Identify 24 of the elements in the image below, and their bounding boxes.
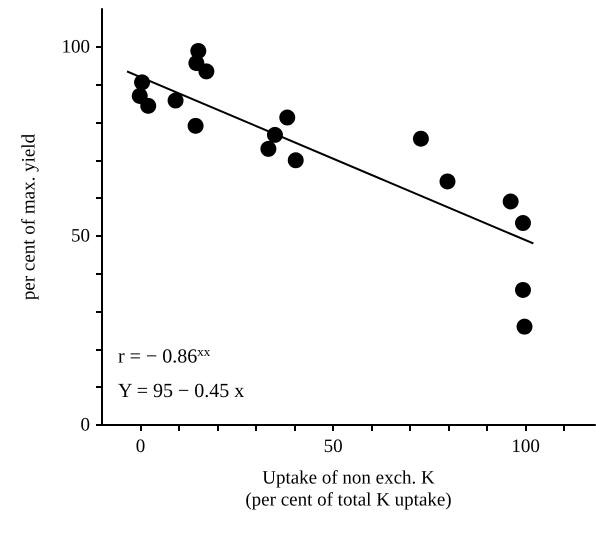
point xyxy=(412,130,429,147)
x-tick-label: 0 xyxy=(136,436,146,457)
y-tick-label: 100 xyxy=(62,36,90,58)
point xyxy=(440,173,456,190)
x-tick-label: 100 xyxy=(511,436,540,457)
y-tick-label: 0 xyxy=(80,414,90,436)
annotation: Y = 95 − 0.45 x xyxy=(118,380,244,402)
point xyxy=(188,55,204,72)
point xyxy=(514,215,531,232)
point xyxy=(279,110,296,126)
x-tick-label: 50 xyxy=(324,436,343,457)
point xyxy=(288,152,304,168)
point xyxy=(502,194,519,210)
point xyxy=(168,92,184,109)
y-axis-title: per cent of max. yield xyxy=(18,133,40,300)
y-tick-label: 50 xyxy=(71,225,90,246)
point xyxy=(198,63,214,80)
x-axis-title: Uptake of non exch. K (per cent of total K uptake) xyxy=(245,468,452,510)
point xyxy=(188,118,204,134)
point xyxy=(140,98,156,114)
point xyxy=(514,282,531,298)
point xyxy=(516,318,533,335)
point xyxy=(260,140,276,157)
point xyxy=(132,88,148,104)
